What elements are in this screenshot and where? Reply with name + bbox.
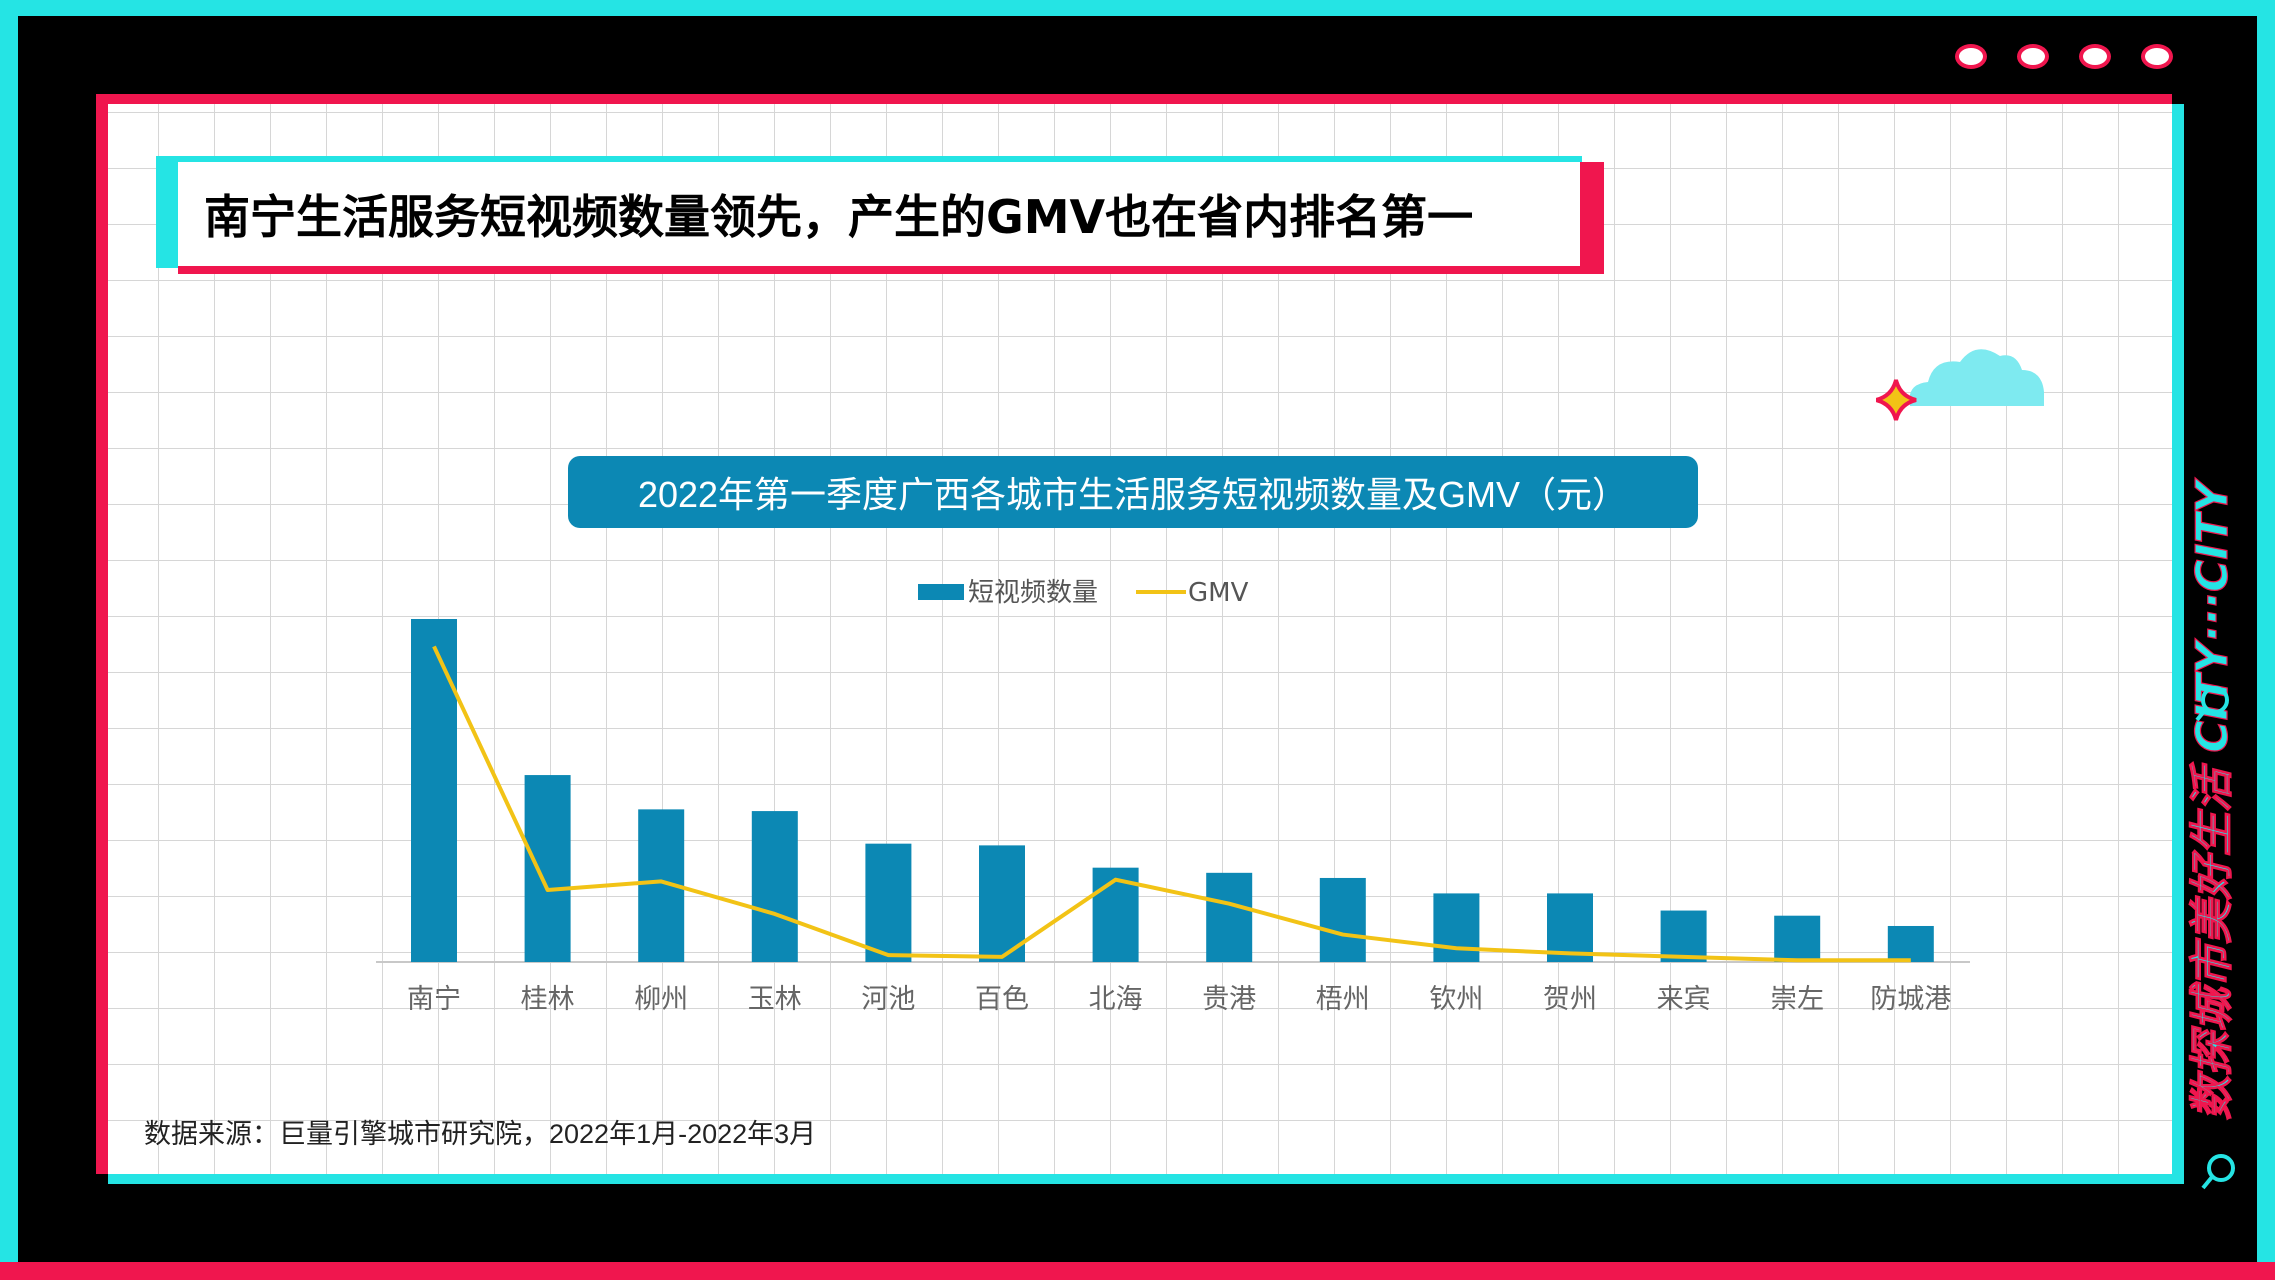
side-banner: 数探城市美好生活 CITY···CITY — [2186, 477, 2238, 1121]
bar-河池 — [865, 843, 912, 962]
cloud-sparkle-icon — [1876, 349, 2044, 421]
x-tick-label: 崇左 — [1770, 984, 1824, 1015]
title-box: 南宁生活服务短视频数量领先，产生的GMV也在省内排名第一 — [178, 162, 1580, 266]
chart-title: 2022年第一季度广西各城市生活服务短视频数量及GMV（元） — [637, 474, 1629, 515]
bar-玉林 — [751, 811, 798, 962]
x-tick-label: 贺州 — [1543, 984, 1597, 1015]
search-icon-bottom — [2201, 1154, 2235, 1190]
bar-钦州 — [1433, 893, 1480, 962]
x-tick-label: 防城港 — [1870, 984, 1951, 1015]
x-tick-label: 梧州 — [1316, 984, 1370, 1015]
bar-梧州 — [1319, 877, 1366, 962]
frame-right-cyan — [2257, 0, 2275, 1280]
bar-桂林 — [524, 775, 571, 962]
x-tick-label: 来宾 — [1657, 984, 1711, 1015]
search-icon — [2201, 686, 2229, 714]
x-tick-label: 钦州 — [1429, 984, 1483, 1015]
x-tick-label: 柳州 — [634, 984, 688, 1015]
frame-top-cyan — [0, 0, 2275, 16]
dot-2 — [2017, 44, 2049, 69]
dot-4 — [2141, 44, 2173, 69]
legend-label-line: GMV — [1188, 578, 1249, 608]
page-title: 南宁生活服务短视频数量领先，产生的GMV也在省内排名第一 — [204, 190, 1474, 244]
x-tick-label: 桂林 — [521, 984, 575, 1015]
x-tick-label: 南宁 — [407, 984, 461, 1015]
bar-百色 — [979, 845, 1025, 962]
legend-swatch-bar — [918, 584, 964, 600]
legend-label-bar: 短视频数量 — [968, 578, 1098, 608]
bar-防城港 — [1887, 925, 1934, 962]
bar-来宾 — [1660, 910, 1707, 962]
bar-崇左 — [1774, 915, 1821, 962]
frame-bottom-red — [0, 1262, 2275, 1280]
frame-left-cyan — [0, 0, 18, 1280]
data-source: 数据来源：巨量引擎城市研究院，2022年1月-2022年3月 — [144, 1119, 817, 1149]
x-tick-label: 贵港 — [1202, 984, 1256, 1015]
side-label: 数探城市美好生活 CITY···CITY — [2187, 477, 2238, 1120]
dot-3 — [2079, 44, 2111, 69]
chart-title-box: 2022年第一季度广西各城市生活服务短视频数量及GMV（元） — [568, 456, 1698, 528]
bar-贺州 — [1547, 893, 1593, 962]
x-tick-label: 百色 — [975, 984, 1029, 1015]
dot-1 — [1955, 44, 1987, 69]
x-tick-label: 北海 — [1089, 984, 1143, 1015]
gmv-line — [432, 645, 1911, 963]
bar-贵港 — [1206, 872, 1253, 962]
x-tick-label: 玉林 — [748, 984, 802, 1015]
bar-南宁 — [411, 619, 457, 962]
x-tick-label: 河池 — [861, 984, 915, 1015]
window-dots — [1955, 44, 2173, 69]
